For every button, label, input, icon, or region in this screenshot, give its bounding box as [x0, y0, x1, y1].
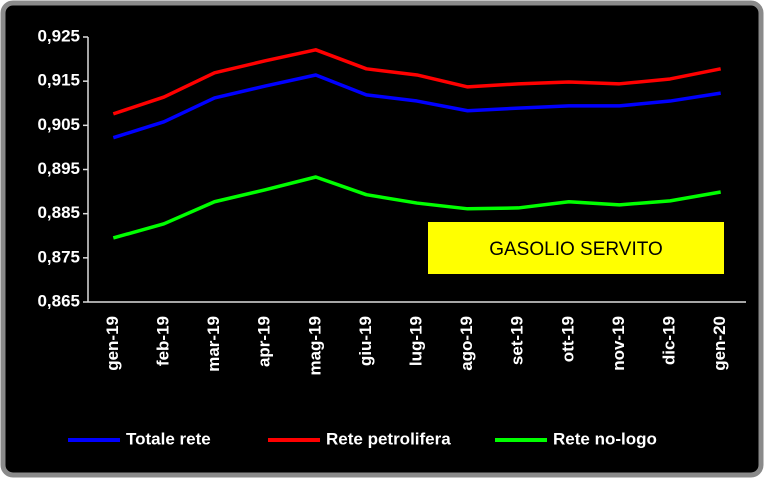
- legend-label: Totale rete: [126, 429, 211, 448]
- series-line: [112, 48, 722, 116]
- x-tick-label: mar-19: [204, 316, 223, 372]
- y-tick-label: 0,875: [37, 247, 80, 266]
- y-tick-label: 0,925: [37, 26, 80, 45]
- x-tick-label: dic-19: [660, 316, 679, 365]
- y-tick-label: 0,895: [37, 159, 80, 178]
- legend-label: Rete no-logo: [553, 429, 657, 448]
- x-tick-label: lug-19: [406, 316, 425, 366]
- x-tick-label: apr-19: [255, 316, 274, 367]
- y-tick-label: 0,915: [37, 71, 80, 90]
- x-tick-label: mag-19: [305, 316, 324, 376]
- y-tick-label: 0,905: [37, 115, 80, 134]
- y-tick-label: 0,865: [37, 291, 80, 310]
- x-tick-label: ago-19: [457, 316, 476, 371]
- x-tick-label: feb-19: [153, 316, 172, 366]
- series-line: [112, 73, 721, 140]
- x-tick-label: gen-19: [103, 316, 122, 371]
- x-tick-label: ott-19: [558, 316, 577, 362]
- y-tick-label: 0,885: [37, 203, 80, 222]
- annotation-box: [428, 222, 724, 274]
- series-line: [112, 175, 721, 240]
- x-tick-label: gen-20: [710, 316, 729, 371]
- annotation: GASOLIO SERVITO: [489, 239, 663, 260]
- legend-label: Rete petrolifera: [326, 429, 451, 448]
- x-tick-label: nov-19: [609, 316, 628, 371]
- x-tick-label: giu-19: [356, 316, 375, 366]
- x-tick-label: set-19: [508, 316, 527, 365]
